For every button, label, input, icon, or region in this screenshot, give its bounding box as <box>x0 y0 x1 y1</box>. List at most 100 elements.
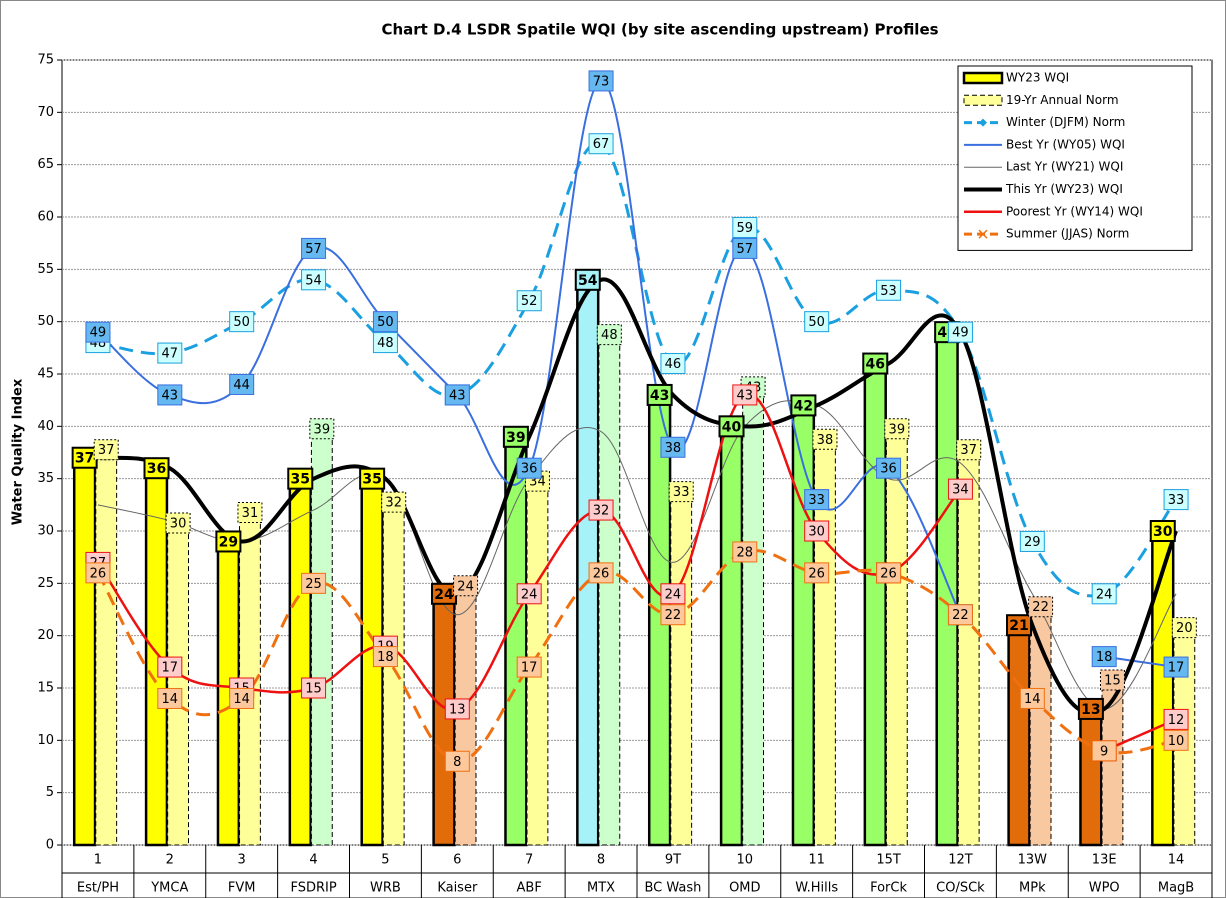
data-label: 30 <box>170 517 187 532</box>
data-label-box <box>444 750 470 772</box>
data-label-box <box>1163 708 1189 730</box>
y-axis-label: Water Quality Index <box>11 378 26 525</box>
data-label-box <box>588 562 614 584</box>
data-label: 24 <box>1096 587 1113 602</box>
data-label-group: 33 <box>1163 489 1189 511</box>
data-label-box <box>884 418 910 440</box>
y-tick-label: 60 <box>37 210 54 225</box>
data-label: 17 <box>162 661 179 676</box>
data-label: 30 <box>1153 524 1173 540</box>
legend-swatch <box>963 94 1003 106</box>
data-label-box <box>1171 617 1197 639</box>
data-label: 48 <box>601 328 618 343</box>
data-label: 54 <box>578 273 598 289</box>
x-tick-label: 1 <box>94 853 102 868</box>
x-tick-label: 7 <box>525 853 533 868</box>
data-label: 26 <box>90 566 107 581</box>
data-label: 46 <box>866 357 885 373</box>
data-label: 25 <box>305 577 322 592</box>
data-label: 42 <box>794 398 813 414</box>
data-label: 50 <box>377 315 394 330</box>
data-label-box <box>732 384 758 406</box>
data-label: 28 <box>737 545 754 560</box>
data-label-box <box>1028 596 1054 618</box>
data-label-group: 33 <box>804 489 830 511</box>
data-label-box <box>215 530 242 553</box>
x-tick-label: 2 <box>166 853 174 868</box>
x-tick-label: 6 <box>453 853 461 868</box>
data-label-box <box>157 342 183 364</box>
data-label-group: 26 <box>876 562 902 584</box>
data-label: 48 <box>377 336 394 351</box>
data-label-box <box>588 133 614 155</box>
x-tick-sublabel: BC Wash <box>644 881 701 896</box>
line <box>97 79 962 616</box>
data-label-group: 18 <box>372 646 398 668</box>
data-label: 36 <box>880 462 897 477</box>
data-label-box <box>1099 669 1125 691</box>
data-label-group: 30 <box>804 520 830 542</box>
data-label-group: 13 <box>444 698 470 720</box>
data-label-box <box>157 384 183 406</box>
data-label-group: 24 <box>453 575 479 597</box>
data-label-box <box>956 439 982 461</box>
data-label: 26 <box>593 566 610 581</box>
x-tick-sublabel: CO/SCk <box>936 881 985 896</box>
data-label-box <box>165 512 191 534</box>
x-tick-sublabel: MPk <box>1019 881 1046 896</box>
data-label-box <box>804 562 830 584</box>
data-label: 54 <box>305 273 322 288</box>
legend-label: WY23 WQI <box>1006 71 1069 85</box>
data-label-box <box>1019 687 1045 709</box>
data-label-group: 59 <box>732 216 758 238</box>
data-label-group: 48 <box>596 324 622 346</box>
x-tick-label: 10 <box>737 853 754 868</box>
data-label-group: 53 <box>876 279 902 301</box>
data-label-box <box>381 491 407 513</box>
data-label-box <box>229 687 255 709</box>
data-label-group: 46 <box>660 353 686 375</box>
data-label-box <box>668 481 694 503</box>
data-label: 24 <box>434 587 454 603</box>
data-label-box <box>309 418 335 440</box>
data-label: 22 <box>952 608 969 623</box>
data-label-group: 54 <box>574 268 601 291</box>
data-label-group: 32 <box>381 491 407 513</box>
data-label-group: 57 <box>301 237 327 259</box>
data-label-box <box>372 646 398 668</box>
data-label-group: 39 <box>884 418 910 440</box>
data-label: 37 <box>98 443 115 458</box>
data-label-group: 28 <box>732 541 758 563</box>
x-tick-sublabel: Kaiser <box>437 881 478 896</box>
legend-marker <box>979 118 987 127</box>
x-tick-label: 5 <box>381 853 389 868</box>
legend-label: Last Yr (WY21) WQI <box>1006 160 1123 174</box>
data-label-box <box>947 321 973 343</box>
data-label-box <box>718 415 745 438</box>
data-label-group: 15 <box>301 677 327 699</box>
data-label-box <box>157 687 183 709</box>
data-label-box <box>157 656 183 678</box>
data-label-group: 42 <box>790 394 817 417</box>
data-label-group: 50 <box>372 311 398 333</box>
data-label-group: 14 <box>229 687 255 709</box>
data-label: 57 <box>737 242 754 257</box>
data-label-group: 48 <box>372 332 398 354</box>
legend-label: Winter (DJFM) Norm <box>1006 115 1125 129</box>
data-label: 12 <box>1168 713 1185 728</box>
data-label-box <box>1091 646 1117 668</box>
legend-label: Poorest Yr (WY14) WQI <box>1006 204 1143 218</box>
bar <box>95 457 118 846</box>
bar <box>719 425 744 847</box>
data-label-box <box>237 502 263 524</box>
data-label-box <box>1019 530 1045 552</box>
data-label-group: 50 <box>804 311 830 333</box>
data-label: 24 <box>665 587 682 602</box>
bar <box>791 404 816 847</box>
data-label: 21 <box>1009 618 1028 634</box>
y-tick-label: 25 <box>37 576 54 591</box>
y-tick-label: 20 <box>37 628 54 643</box>
data-label: 14 <box>233 692 250 707</box>
data-label-group: 67 <box>588 133 614 155</box>
data-label: 29 <box>1024 535 1041 550</box>
